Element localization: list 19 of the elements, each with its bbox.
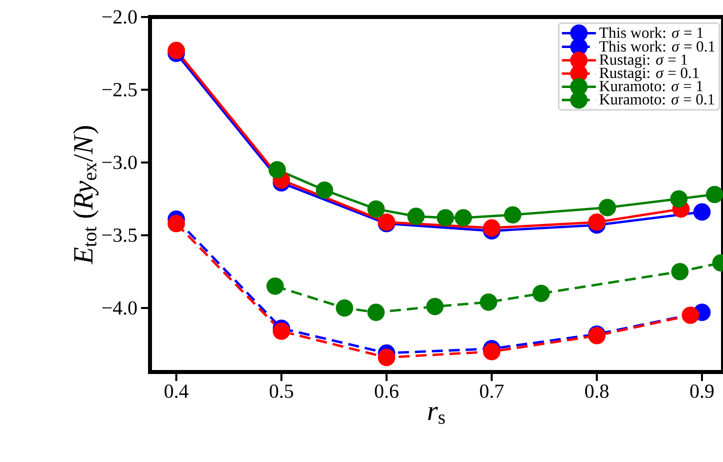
y-tick-label: −2.5 (102, 83, 137, 96)
y-axis-title: E$_{tot}$ (Ry$_{ex}$/N) (73, 126, 99, 264)
x-tick-label: 0.6 (374, 384, 398, 398)
legend-label: Rustagi: σ = 1 (600, 54, 688, 68)
y-tick-label: −3.5 (102, 228, 137, 242)
legend-label: Kuramoto: σ = 0.1 (600, 94, 714, 105)
x-axis-title: r$_{s}$ (428, 406, 445, 424)
x-tick-label: 0.8 (585, 384, 609, 398)
y-tick-label: −3.0 (102, 156, 137, 170)
legend-label: This work: σ = 1 (599, 27, 703, 38)
legend-label: Rustagi: σ = 0.1 (600, 68, 699, 82)
x-tick-label: 0.5 (270, 384, 294, 398)
y-tick-label: −4.0 (102, 301, 137, 315)
x-tick-label: 0.9 (690, 384, 714, 398)
legend-label: Kuramoto: σ = 1 (600, 80, 702, 92)
x-tick-label: 0.4 (164, 384, 188, 398)
legend-label: This work: σ = 0.1 (599, 40, 714, 52)
x-tick-label: 0.7 (480, 384, 504, 398)
y-tick-label: −2.0 (102, 10, 137, 24)
